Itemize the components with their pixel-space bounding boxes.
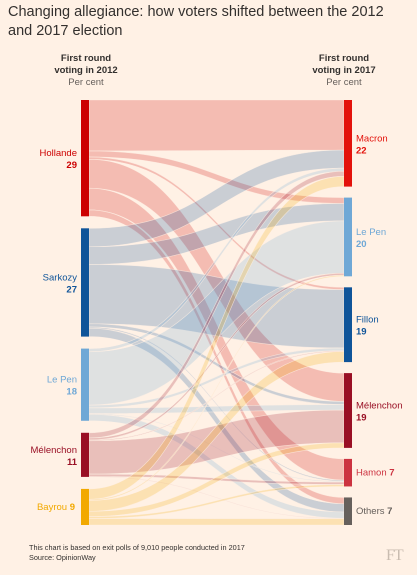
source-value-le-pen: 18 [66,387,77,398]
left-column-header: First round voting in 2012 Per cent [26,53,146,89]
target-value-le-pen: 20 [356,239,367,250]
left-header-unit: Per cent [68,77,104,88]
flow-bayrou-to-others [88,518,345,526]
source-node-bayrou [81,488,89,525]
flow-bayrou-to-hamon [88,484,345,519]
target-value-fillon: 19 [356,327,367,338]
nodes [81,100,352,525]
right-column-header: First round voting in 2017 Per cent [284,53,404,89]
target-label-melenchon: Mélenchon [356,401,402,412]
right-header-line2: voting in 2017 [312,65,376,76]
source-label-hollande: Hollande [40,148,78,159]
target-value-melenchon: 19 [356,413,367,424]
source-label-bayrou: Bayrou 9 [37,502,75,513]
target-node-others [344,497,352,525]
source-node-le-pen [81,348,89,421]
chart-title: Changing allegiance: how voters shifted … [8,4,384,39]
flow-hollande-to-macron [88,99,345,152]
target-node-hamon [344,458,352,487]
left-header-line1: First round [60,53,112,64]
target-label-macron: Macron [356,133,388,144]
source-value-melenchon: 11 [67,457,78,468]
target-node-macron [344,100,352,187]
source-label-le-pen: Le Pen [47,375,77,386]
source-value-hollande: 29 [66,160,77,171]
source-value-sarkozy: 27 [66,284,77,295]
ft-logo: FT [386,547,404,564]
source-label-sarkozy: Sarkozy [43,272,78,283]
target-node-melenchon [344,373,352,448]
source-text: Source: OpinionWay [29,553,96,562]
source-node-sarkozy [81,228,89,337]
left-header-line2: voting in 2012 [54,65,118,76]
target-node-le-pen [344,197,352,277]
flow-bayrou-to-macron [88,176,345,500]
source-label-melenchon: Mélenchon [31,445,77,456]
flow-links [88,99,345,526]
source-node-hollande [81,100,89,217]
target-value-macron: 22 [356,145,367,156]
right-header-line1: First round [318,53,370,64]
footnote: This chart is based on exit polls of 9,0… [29,543,329,563]
source-node-melenchon [81,432,89,477]
target-label-le-pen: Le Pen [356,227,386,238]
flow-bayrou-to-melenchon [88,442,345,517]
target-label-hamon: Hamon 7 [356,468,395,479]
target-label-others: Others 7 [356,506,392,517]
footnote-text: This chart is based on exit polls of 9,0… [29,543,245,552]
target-node-fillon [344,287,352,363]
target-label-fillon: Fillon [356,315,379,326]
right-header-unit: Per cent [326,77,362,88]
